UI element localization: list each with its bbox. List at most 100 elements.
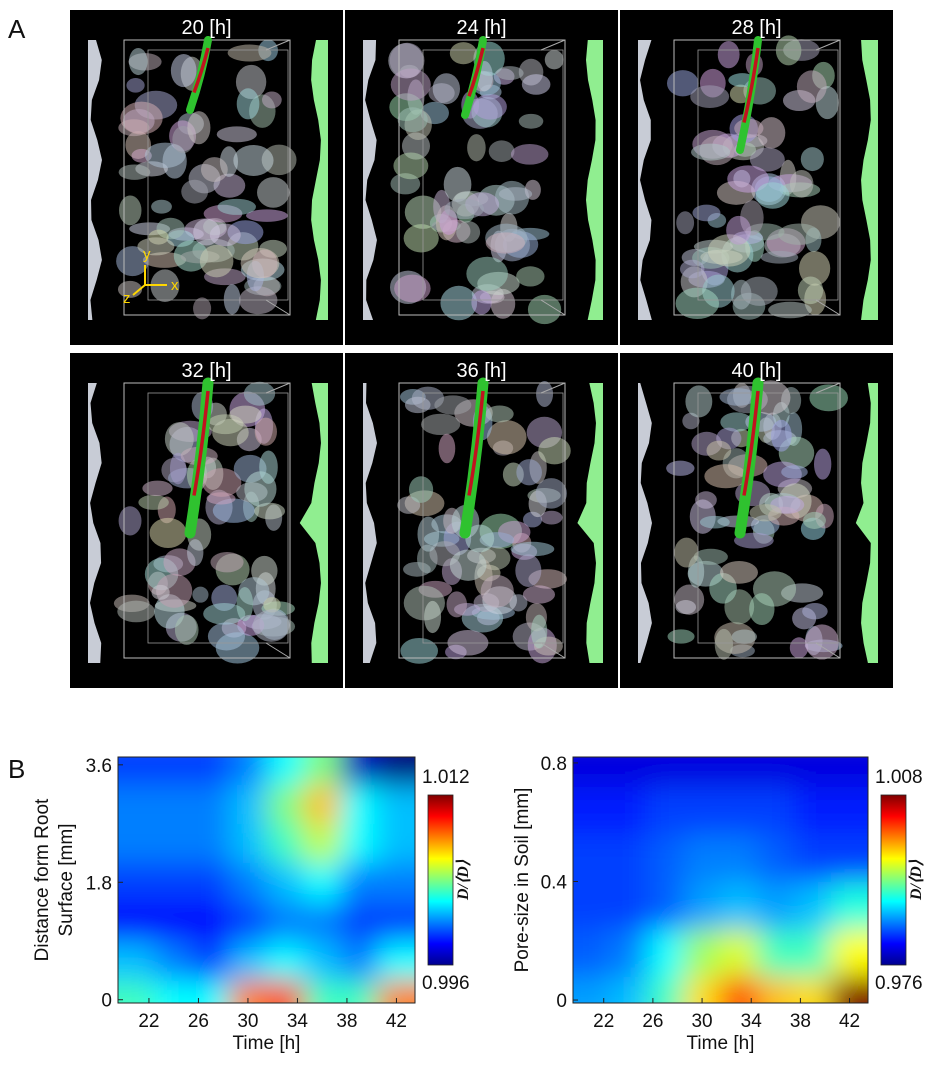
heat-cell [377, 823, 415, 864]
soil-grain [692, 204, 721, 222]
x-tick-label: 22 [138, 1011, 159, 1032]
soil-grain [236, 586, 254, 622]
heat-cell [192, 757, 230, 785]
soil-grain [674, 537, 699, 568]
soil-grain [676, 211, 695, 235]
heat-cell [118, 862, 156, 903]
soil-grain [515, 554, 542, 587]
heat-cell [229, 757, 267, 785]
colorbar-label: D/⟨D⟩ [455, 859, 472, 901]
heat-cell [303, 823, 342, 864]
heat-cell [757, 757, 795, 788]
heat-cell [266, 980, 305, 1003]
heat-cell [646, 786, 685, 835]
heat-cell [720, 928, 758, 977]
box [697, 392, 839, 644]
green-profile [586, 40, 603, 320]
frame: 24 [h] [345, 10, 618, 345]
frame-title: 32 [h] [181, 360, 231, 382]
soil-grain [233, 144, 274, 176]
soil-grain [227, 44, 272, 62]
heat-cell [377, 941, 415, 981]
heat-cell [155, 757, 193, 785]
frame-title: 20 [h] [181, 17, 231, 39]
soil-grain [749, 593, 775, 626]
box [147, 49, 289, 301]
soil-grain [444, 198, 484, 220]
soil-grain [424, 600, 442, 634]
soil-grain [216, 126, 257, 143]
soil-grain [438, 433, 456, 464]
heat-cell [192, 823, 230, 864]
heatmap-cells [573, 757, 868, 1003]
green-profile [311, 40, 328, 320]
soil-grain [667, 629, 695, 644]
heat-cell [303, 757, 342, 785]
soil-grain [749, 504, 782, 522]
heat-cell [192, 980, 230, 1003]
heat-cell [340, 980, 379, 1003]
soil-grain [254, 502, 286, 520]
x-tick-label: 38 [790, 1011, 811, 1032]
y-axis-label: Surface [mm] [56, 824, 77, 937]
y-axis-label: Distance form Root [32, 798, 53, 961]
heat-cell [303, 784, 342, 825]
soil-grain [466, 256, 508, 291]
y-tick-label: 0.8 [541, 754, 567, 775]
soil-grain [720, 412, 753, 432]
soil-grain [690, 85, 730, 108]
soil-grain [246, 209, 288, 222]
heat-cell [155, 784, 193, 825]
soil-grain [804, 624, 839, 660]
heat-cell [646, 881, 685, 930]
heat-cell [720, 786, 758, 835]
heat-cell [229, 901, 267, 942]
box [147, 392, 289, 644]
heat-cell [340, 901, 379, 942]
heat-cell [573, 928, 611, 977]
box [540, 39, 566, 316]
y-tick-label: 0 [556, 991, 567, 1012]
soil-grain [137, 237, 175, 256]
x-tick-label: 30 [237, 1011, 258, 1032]
heat-cell [683, 881, 721, 930]
soil-grain [240, 248, 280, 279]
soil-grain [488, 140, 515, 162]
soil-grain [120, 101, 163, 135]
soil-grain [420, 413, 461, 436]
soil-grain [151, 584, 170, 600]
grey-profile [638, 383, 652, 663]
soil-grain [510, 541, 555, 557]
box [422, 392, 564, 644]
soil-grain [187, 539, 204, 567]
heat-cell [609, 834, 648, 882]
soil-grain [726, 215, 751, 245]
soil-grain [704, 464, 748, 489]
soil-grain [149, 517, 187, 548]
soil-grain [485, 232, 526, 254]
plot-frame [572, 756, 869, 1004]
heat-cell [377, 784, 415, 825]
frame-title: 28 [h] [731, 17, 781, 39]
plot-frame [117, 756, 416, 1004]
heat-cell [118, 784, 156, 825]
heat-cell [192, 941, 230, 981]
heat-cell [683, 834, 721, 882]
soil-grain [118, 164, 151, 180]
soil-grain [156, 573, 193, 608]
soil-grain [490, 288, 516, 319]
heat-cell [646, 757, 685, 788]
heat-cell [609, 757, 648, 788]
heat-cell [340, 784, 379, 825]
heat-cell [573, 881, 611, 930]
heat-cell [609, 976, 648, 1003]
soil-grain [400, 637, 439, 664]
soil-grain [510, 144, 549, 165]
soil-grain [757, 117, 786, 149]
heat-cell [229, 862, 267, 903]
soil-grain [199, 244, 234, 278]
y-tick-label: 0.4 [541, 872, 568, 893]
heat-cell [118, 823, 156, 864]
heat-cell [266, 784, 305, 825]
